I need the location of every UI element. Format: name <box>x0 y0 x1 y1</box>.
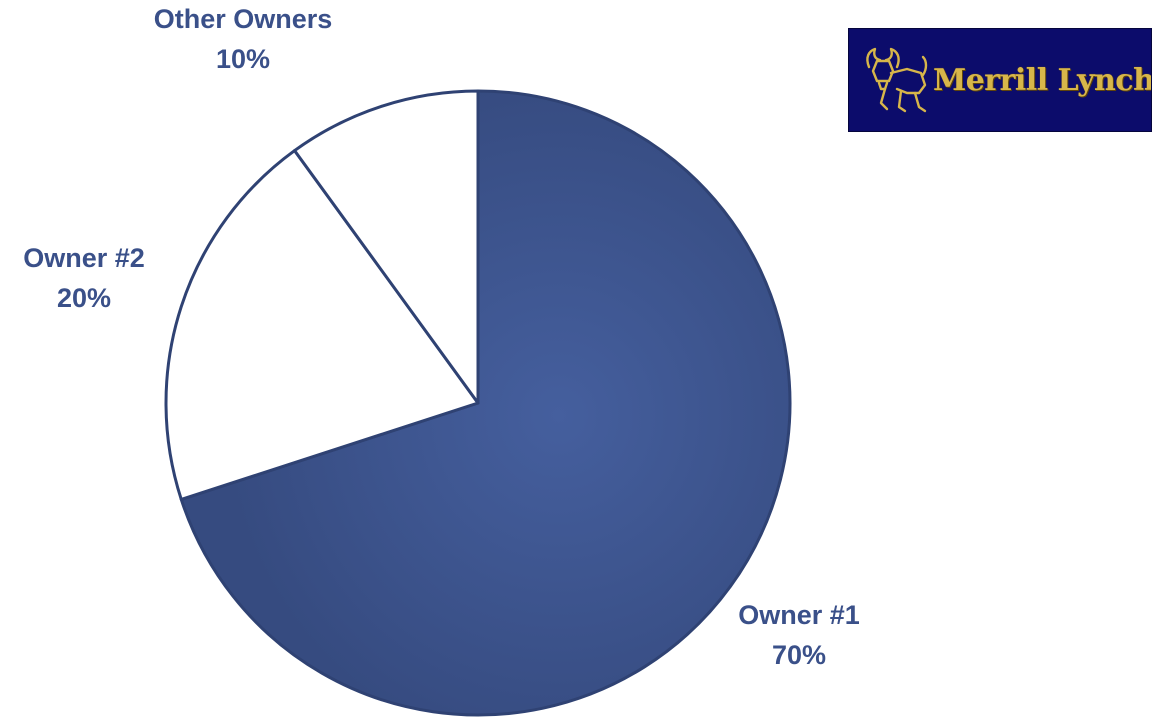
label-owner-2-percent: 20% <box>57 283 111 313</box>
pie-slice-owner-2 <box>164 149 480 501</box>
pie-slice-owner-1 <box>179 89 792 717</box>
pie-labels: Other Owners 10% Owner #2 20% Owner #1 7… <box>23 4 860 670</box>
logo-wordmark: Merrill Lynch <box>933 62 1152 98</box>
label-owner-1-name: Owner #1 <box>738 600 860 630</box>
pie-slices <box>164 89 792 717</box>
bull-icon <box>866 47 928 113</box>
label-other-owners-name: Other Owners <box>154 4 333 34</box>
label-owner-2-name: Owner #2 <box>23 243 145 273</box>
label-other-owners-percent: 10% <box>216 44 270 74</box>
merrill-lynch-logo: Merrill Lynch <box>848 28 1152 132</box>
pie-slice-other-owners <box>293 89 480 405</box>
label-owner-1-percent: 70% <box>772 640 826 670</box>
